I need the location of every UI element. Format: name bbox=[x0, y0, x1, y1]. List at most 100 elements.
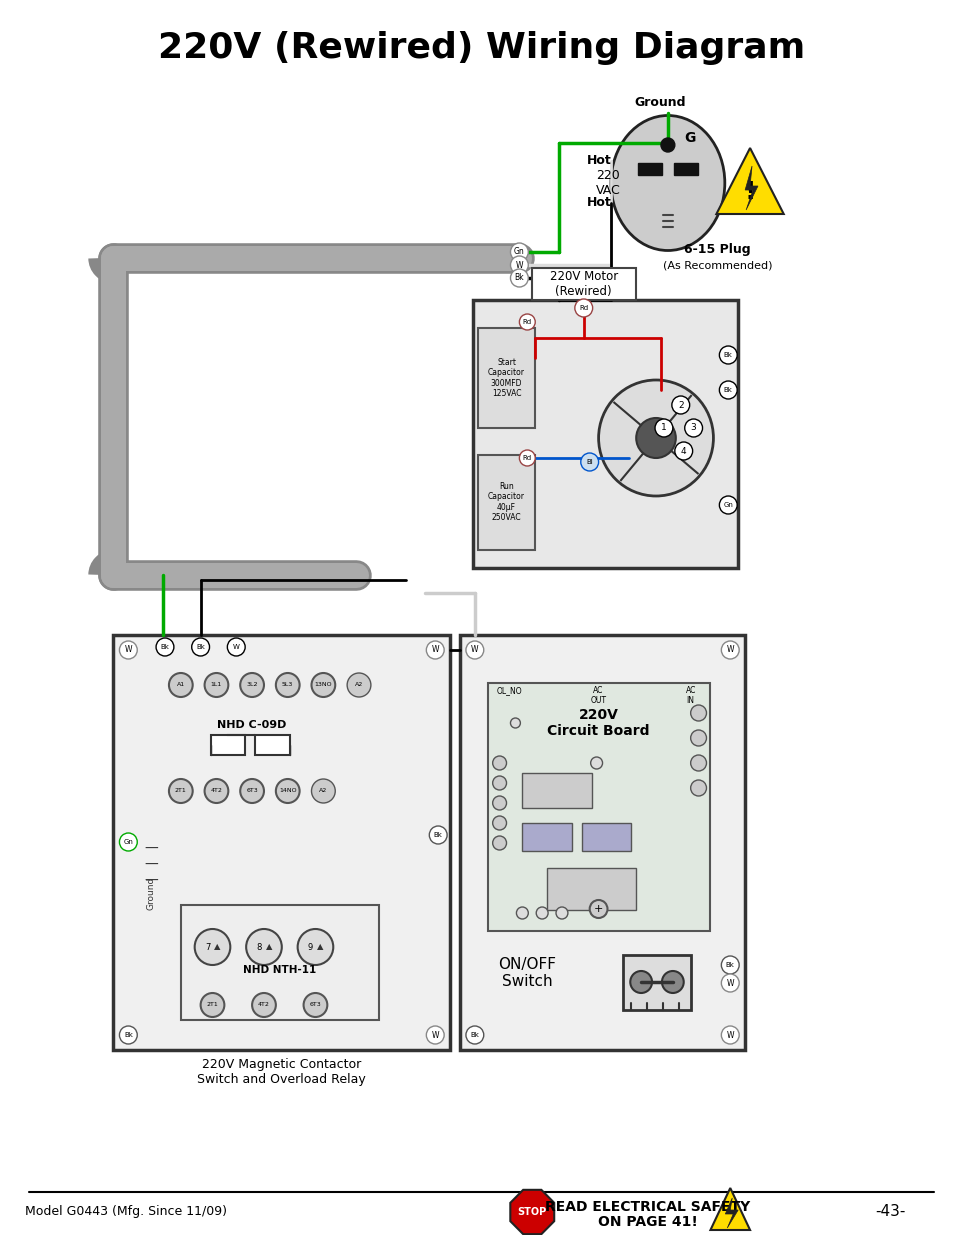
Circle shape bbox=[720, 974, 739, 992]
Circle shape bbox=[719, 496, 737, 514]
Bar bbox=[487, 683, 710, 931]
Text: ON/OFF
Switch: ON/OFF Switch bbox=[497, 957, 556, 989]
Circle shape bbox=[312, 779, 335, 803]
Text: Bk: Bk bbox=[196, 643, 205, 650]
Text: W: W bbox=[471, 646, 478, 655]
Circle shape bbox=[492, 797, 506, 810]
Text: 4: 4 bbox=[680, 447, 686, 456]
Text: Bk: Bk bbox=[434, 832, 442, 839]
Text: G: G bbox=[683, 131, 695, 144]
Circle shape bbox=[429, 826, 447, 844]
Text: STOP: STOP bbox=[517, 1207, 546, 1216]
Circle shape bbox=[492, 776, 506, 790]
Text: ▲: ▲ bbox=[316, 942, 323, 951]
Circle shape bbox=[119, 1026, 137, 1044]
Text: READ ELECTRICAL SAFETY: READ ELECTRICAL SAFETY bbox=[545, 1200, 750, 1214]
Circle shape bbox=[204, 673, 228, 697]
Bar bbox=[254, 735, 290, 755]
Text: Gn: Gn bbox=[514, 247, 524, 257]
Text: W: W bbox=[125, 646, 132, 655]
Text: +: + bbox=[594, 904, 602, 914]
Circle shape bbox=[719, 346, 737, 364]
Text: 6T3: 6T3 bbox=[246, 788, 257, 794]
Circle shape bbox=[719, 382, 737, 399]
Bar bbox=[522, 773, 591, 808]
Circle shape bbox=[169, 779, 193, 803]
Circle shape bbox=[204, 779, 228, 803]
Text: Hot: Hot bbox=[586, 154, 611, 168]
Bar bbox=[473, 300, 738, 568]
Text: 6T3: 6T3 bbox=[310, 1003, 321, 1008]
Text: Hot: Hot bbox=[586, 196, 611, 210]
Text: Rd: Rd bbox=[522, 454, 532, 461]
Ellipse shape bbox=[610, 116, 724, 251]
Text: 4T2: 4T2 bbox=[257, 1003, 270, 1008]
Circle shape bbox=[426, 1026, 444, 1044]
Text: A2: A2 bbox=[355, 683, 363, 688]
Circle shape bbox=[119, 832, 137, 851]
Text: —
—
—: — — — bbox=[144, 842, 158, 888]
Text: W: W bbox=[726, 646, 733, 655]
Text: 2T1: 2T1 bbox=[174, 788, 187, 794]
Text: 220
VAC: 220 VAC bbox=[596, 169, 620, 198]
Circle shape bbox=[660, 138, 674, 152]
Bar bbox=[522, 823, 571, 851]
Text: 220V Motor
(Rewired): 220V Motor (Rewired) bbox=[549, 270, 618, 298]
Circle shape bbox=[518, 450, 535, 466]
Circle shape bbox=[556, 906, 567, 919]
Text: ON PAGE 41!: ON PAGE 41! bbox=[598, 1215, 698, 1229]
Circle shape bbox=[492, 816, 506, 830]
Text: 1L1: 1L1 bbox=[211, 683, 222, 688]
Circle shape bbox=[510, 243, 528, 261]
Circle shape bbox=[575, 299, 592, 317]
Text: NHD NTH-11: NHD NTH-11 bbox=[243, 965, 316, 974]
Text: Gn: Gn bbox=[722, 501, 733, 508]
Circle shape bbox=[156, 638, 173, 656]
Circle shape bbox=[536, 906, 548, 919]
Polygon shape bbox=[716, 148, 783, 214]
Text: Ground: Ground bbox=[634, 96, 685, 110]
Text: Start
Capacitor
300MFD
125VAC: Start Capacitor 300MFD 125VAC bbox=[488, 358, 524, 398]
Text: 8: 8 bbox=[256, 942, 261, 951]
Circle shape bbox=[492, 836, 506, 850]
Circle shape bbox=[465, 641, 483, 659]
Circle shape bbox=[426, 641, 444, 659]
Text: 3L2: 3L2 bbox=[246, 683, 257, 688]
Text: 13NO: 13NO bbox=[314, 683, 332, 688]
Circle shape bbox=[194, 929, 230, 965]
Circle shape bbox=[510, 269, 528, 287]
Bar bbox=[673, 163, 697, 175]
Text: ▲: ▲ bbox=[265, 942, 272, 951]
Circle shape bbox=[720, 1026, 739, 1044]
Text: 3: 3 bbox=[690, 424, 696, 432]
Text: 1: 1 bbox=[660, 424, 666, 432]
Circle shape bbox=[674, 442, 692, 459]
Circle shape bbox=[246, 929, 281, 965]
Circle shape bbox=[510, 718, 519, 727]
Bar bbox=[477, 329, 535, 429]
Circle shape bbox=[720, 641, 739, 659]
Circle shape bbox=[169, 673, 193, 697]
Text: Rd: Rd bbox=[578, 305, 588, 311]
Text: Bk: Bk bbox=[124, 1032, 132, 1037]
Circle shape bbox=[200, 993, 224, 1016]
Text: A2: A2 bbox=[319, 788, 327, 794]
Polygon shape bbox=[744, 165, 758, 210]
Circle shape bbox=[655, 419, 672, 437]
Text: 2T1: 2T1 bbox=[207, 1003, 218, 1008]
Polygon shape bbox=[710, 1188, 749, 1230]
Circle shape bbox=[465, 1026, 483, 1044]
Circle shape bbox=[690, 705, 706, 721]
Circle shape bbox=[252, 993, 275, 1016]
Circle shape bbox=[275, 673, 299, 697]
Circle shape bbox=[192, 638, 210, 656]
Circle shape bbox=[275, 779, 299, 803]
Text: Bk: Bk bbox=[725, 962, 734, 968]
Text: W: W bbox=[726, 1030, 733, 1040]
Circle shape bbox=[312, 673, 335, 697]
Text: A1: A1 bbox=[176, 683, 185, 688]
Circle shape bbox=[630, 971, 651, 993]
Bar bbox=[113, 635, 450, 1050]
Text: 220V (Rewired) Wiring Diagram: 220V (Rewired) Wiring Diagram bbox=[158, 31, 804, 65]
Bar bbox=[181, 905, 378, 1020]
